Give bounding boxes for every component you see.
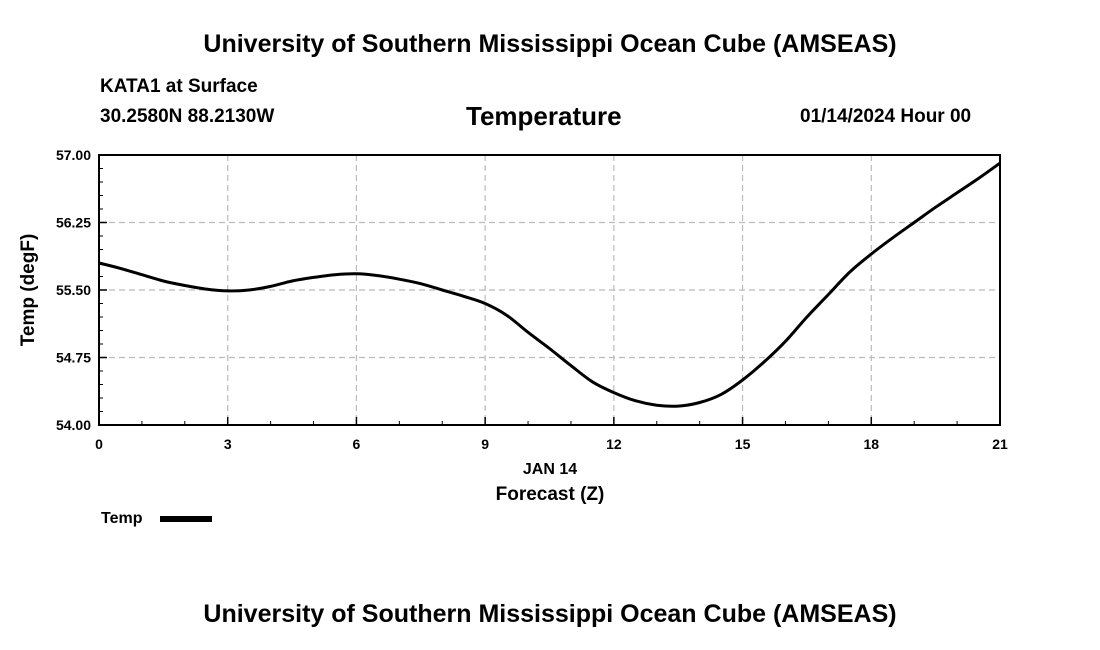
x-tick-label: 18 — [863, 436, 879, 452]
x-axis-label: Forecast (Z) — [496, 484, 605, 505]
series-line-temp — [98, 161, 1001, 408]
top-title: University of Southern Mississippi Ocean… — [203, 30, 897, 58]
y-tick-label: 56.25 — [56, 215, 91, 231]
plot-frame — [98, 154, 1001, 426]
x-tick-label: 21 — [992, 436, 1008, 452]
bottom-title: University of Southern Mississippi Ocean… — [203, 600, 897, 628]
y-tick-label: 54.00 — [56, 417, 91, 433]
y-axis-label: Temp (degF) — [18, 234, 39, 347]
legend-label: Temp — [101, 510, 143, 527]
datetime-label: 01/14/2024 Hour 00 — [800, 106, 972, 127]
x-tick-label: 3 — [224, 436, 232, 452]
x-tick-label: 0 — [95, 436, 103, 452]
x-tick-label: 6 — [353, 436, 361, 452]
y-tick-label: 54.75 — [56, 350, 91, 366]
label-layer: 0 3 6 9 12 15 18 21 54.00 54.75 55.50 56.25 57.00 JAN… — [18, 147, 1008, 505]
x-tick-label: 12 — [606, 436, 622, 452]
y-tick-label: 57.00 — [56, 147, 91, 163]
y-tick-label: 55.50 — [56, 282, 91, 298]
station-label: KATA1 at Surface — [100, 76, 258, 97]
series-layer — [98, 161, 1001, 408]
x-tick-label: 9 — [481, 436, 489, 452]
x-date-label: JAN 14 — [523, 461, 577, 478]
legend-swatch — [160, 516, 212, 522]
coordinates-label: 30.2580N 88.2130W — [100, 106, 275, 127]
x-tick-label: 15 — [735, 436, 751, 452]
variable-title: Temperature — [466, 101, 622, 131]
